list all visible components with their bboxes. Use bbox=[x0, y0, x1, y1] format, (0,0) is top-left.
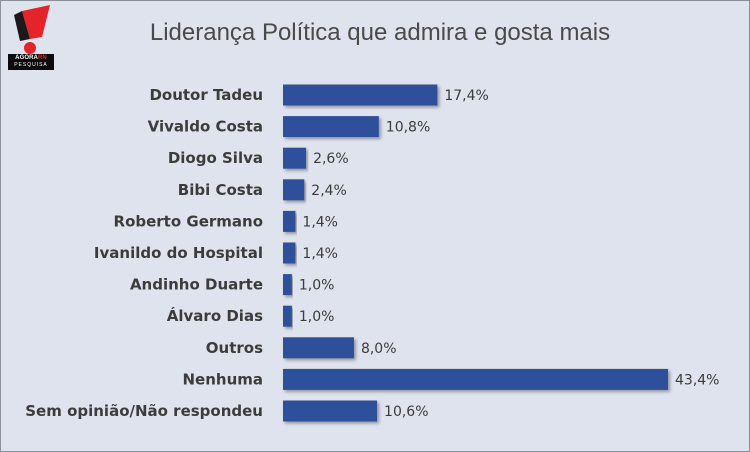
category-label: Diogo Silva bbox=[168, 149, 263, 167]
bar bbox=[283, 337, 354, 359]
bar bbox=[283, 274, 292, 296]
category-label: Ivanildo do Hospital bbox=[94, 244, 263, 262]
category-label: Nenhuma bbox=[182, 370, 263, 388]
bar bbox=[283, 305, 292, 327]
exclamation-mark-icon bbox=[14, 5, 50, 54]
category-label: Doutor Tadeu bbox=[149, 86, 263, 104]
bar bbox=[283, 147, 307, 169]
logo-brand: AGORARN bbox=[8, 54, 54, 62]
chart-title: Liderança Política que admira e gosta ma… bbox=[149, 19, 611, 46]
bar bbox=[283, 179, 305, 201]
bar bbox=[283, 116, 379, 138]
bar bbox=[283, 400, 378, 422]
data-label: 2,6% bbox=[313, 151, 349, 167]
data-label: 1,4% bbox=[302, 246, 338, 262]
bar bbox=[283, 368, 668, 390]
bar bbox=[283, 242, 296, 264]
data-label: 1,0% bbox=[299, 278, 335, 294]
category-label: Andinho Duarte bbox=[130, 276, 263, 294]
logo-band: AGORARN PESQUISA bbox=[8, 54, 54, 70]
data-label: 8,0% bbox=[361, 341, 397, 357]
data-label: 2,4% bbox=[311, 183, 347, 199]
category-label: Outros bbox=[206, 339, 263, 357]
data-label: 17,4% bbox=[444, 88, 488, 104]
data-label: 1,4% bbox=[302, 214, 338, 230]
logo-tagline: PESQUISA bbox=[14, 62, 48, 68]
category-label: Bibi Costa bbox=[178, 181, 263, 199]
category-label: Álvaro Dias bbox=[167, 306, 263, 325]
logo-brand-prefix: AGORA bbox=[15, 55, 38, 61]
category-label: Sem opinião/Não respondeu bbox=[25, 402, 263, 420]
category-label: Roberto Germano bbox=[114, 212, 263, 230]
bar bbox=[283, 210, 296, 232]
data-label: 43,4% bbox=[675, 372, 719, 388]
bar bbox=[283, 84, 438, 106]
data-label: 10,6% bbox=[384, 404, 428, 420]
category-label: Vivaldo Costa bbox=[148, 118, 263, 136]
data-label: 10,8% bbox=[386, 120, 430, 136]
data-label: 1,0% bbox=[299, 309, 335, 325]
logo-brand-suffix: RN bbox=[37, 55, 47, 61]
brand-logo: AGORARN PESQUISA bbox=[8, 5, 56, 71]
